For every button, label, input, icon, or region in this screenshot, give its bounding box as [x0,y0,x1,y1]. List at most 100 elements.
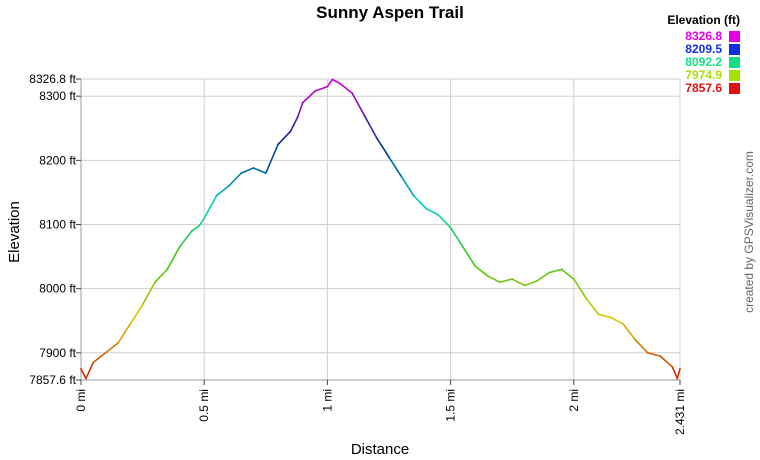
elevation-point [264,172,267,175]
elevation-segment [375,137,390,158]
elevation-point [363,114,366,117]
elevation-segment [425,207,440,216]
y-tick-label: 8000 ft [39,282,76,296]
elevation-segment [573,278,587,300]
elevation-segment [92,351,107,364]
y-axis-label: Elevation [6,201,23,263]
legend-entry: 8092.2 [600,56,740,69]
elevation-point [190,230,193,232]
legend-entry: 7974.9 [600,69,740,82]
legend-label: 7857.6 [685,81,722,95]
elevation-point [449,226,452,229]
y-tick-label: 7857.6 ft [29,373,76,387]
elevation-segment [166,246,181,271]
elevation-point [388,156,390,159]
elevation-segment [331,78,341,85]
legend-swatch [729,83,740,94]
elevation-point [178,246,181,248]
elevation-segment [297,101,304,118]
elevation-point [326,85,329,88]
elevation-point [462,246,464,248]
elevation-segment [523,280,538,287]
elevation-segment [449,226,464,248]
elevation-point [659,355,661,357]
elevation-segment [560,268,575,280]
elevation-point [277,143,280,146]
elevation-point [634,339,637,341]
legend-entry: 7857.6 [600,82,740,95]
y-tick-label: 8200 ft [39,153,76,167]
plot-frame [80,79,680,381]
elevation-point [622,323,624,325]
elevation-segment [437,214,452,229]
elevation-point [535,280,538,282]
elevation-point [289,130,292,133]
legend-swatch [729,57,740,68]
elevation-point [646,351,649,354]
elevation-point [215,194,218,197]
elevation-point [129,323,132,325]
elevation-segment [676,368,681,380]
elevation-point [560,268,563,271]
elevation-segment [585,297,600,316]
elevation-segment [536,271,550,282]
elevation-point [331,78,334,81]
elevation-point [425,207,427,210]
y-axis: 7857.6 ft 7900 ft 8000 ft 8100 ft 8200 ft 830… [29,72,81,387]
elevation-point [572,278,575,280]
elevation-segment [659,355,674,368]
elevation-segment [338,82,353,94]
elevation-segment [301,90,316,104]
elevation-segment [129,303,144,325]
elevation-segment [474,265,489,277]
elevation-segment [634,339,649,354]
legend-swatch [729,70,740,81]
elevation-segment [104,342,119,354]
elevation-point [314,90,316,92]
legend-swatch [729,44,740,55]
elevation-segment [646,351,661,357]
elevation-point [198,224,201,227]
elevation-segment [548,268,563,274]
elevation-point [400,175,403,178]
elevation-segment [511,278,526,287]
elevation-point [338,82,341,85]
elevation-point [412,194,415,197]
elevation-point [166,268,169,271]
elevation-point [437,213,440,216]
elevation-segment [314,85,329,92]
elevation-segment [462,246,477,267]
elevation-point [486,274,489,277]
elevation-point [296,115,299,118]
elevation-segment [178,230,193,248]
chart-title: Sunny Aspen Trail [316,3,464,22]
x-axis: 0 mi 0.5 mi 1 mi 1.5 mi 2 mi 2.431 mi [74,380,687,435]
elevation-point [679,367,681,370]
elevation-segment [289,115,299,133]
elevation-point [511,278,514,280]
x-tick-label: 2 mi [567,389,581,412]
y-tick-label: 7900 ft [39,346,76,360]
x-tick-label: 1 mi [320,389,334,412]
elevation-segment [622,323,637,341]
y-tick-label: 8100 ft [39,217,76,231]
elevation-segment [326,78,334,88]
elevation-segment [85,361,95,380]
elevation-segment [412,194,427,210]
elevation-point [375,136,378,139]
legend-entry: 8326.8 [600,30,740,43]
legend-label: 7974.9 [685,68,722,82]
legend-label: 8209.5 [685,42,722,56]
elevation-point [597,313,600,316]
elevation-segment [191,224,201,232]
legend-label: 8092.2 [685,55,722,69]
elevation-segment [154,268,169,284]
elevation-point [301,101,304,104]
elevation-point [474,265,477,268]
elevation-segment [597,313,612,319]
elevation-point [585,297,588,300]
elevation-segment [265,143,279,174]
x-tick-label: 0.5 mi [197,389,211,422]
elevation-segment [486,275,501,284]
